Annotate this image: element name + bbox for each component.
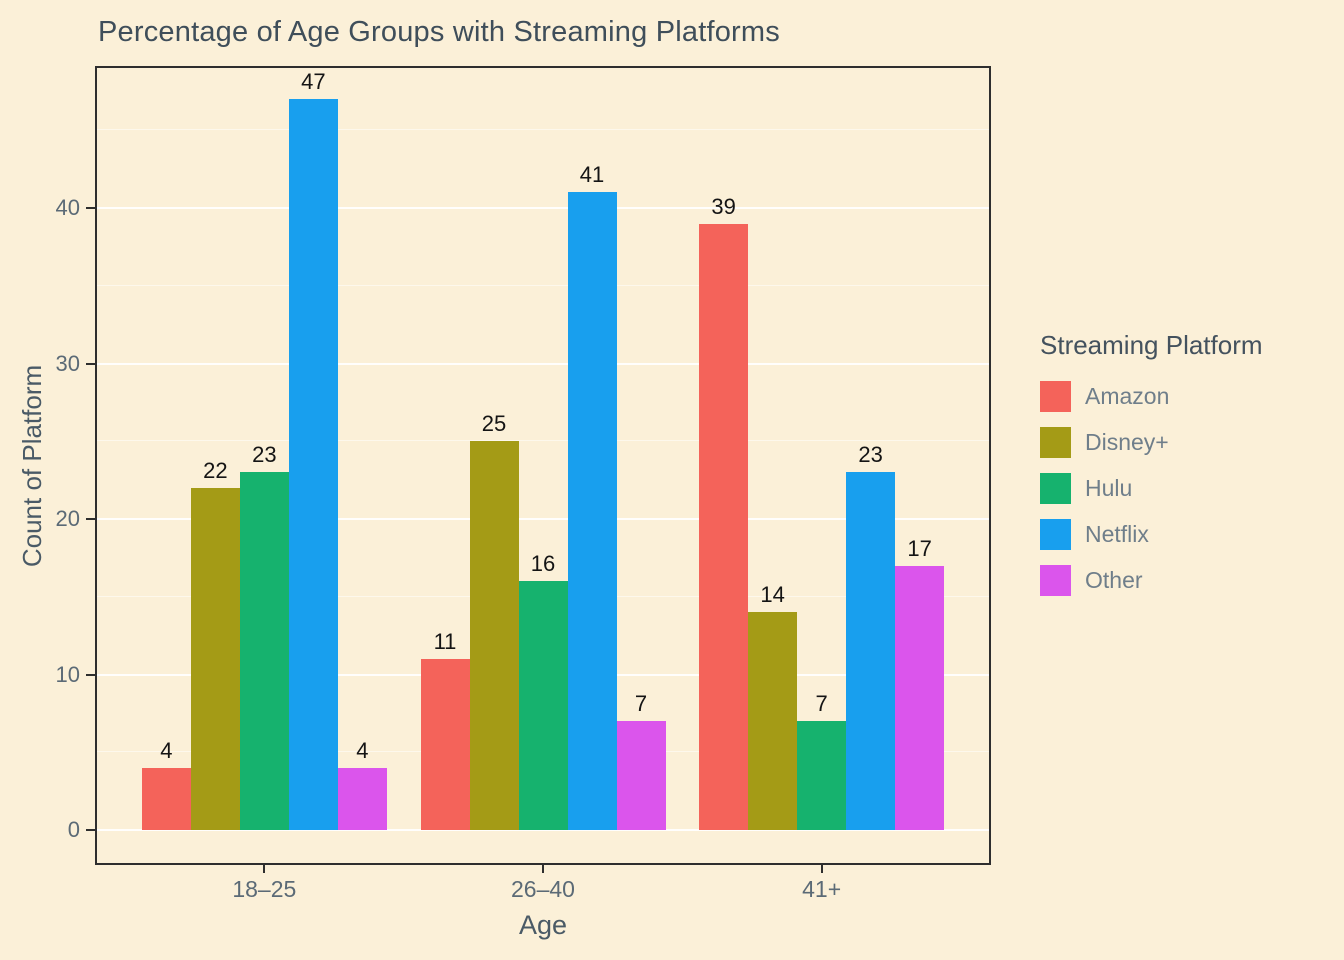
bar-group: 39 14 7 23 17 <box>682 68 961 830</box>
legend-label: Other <box>1085 567 1143 593</box>
bar-value-label: 17 <box>907 535 932 561</box>
bar-value-label: 25 <box>481 411 507 437</box>
bar: 39 <box>699 194 749 830</box>
bar: 41 <box>567 162 617 830</box>
legend-item: Amazon <box>1040 381 1263 412</box>
x-tick-label: 26–40 <box>511 876 575 902</box>
x-tick-mark <box>263 865 266 873</box>
bar-value-label: 23 <box>252 442 277 468</box>
bar-value-label: 23 <box>858 442 883 468</box>
bar: 7 <box>797 691 847 830</box>
legend-swatch <box>1040 473 1071 504</box>
chart-title: Percentage of Age Groups with Streaming … <box>98 16 780 48</box>
y-tick-label: 10 <box>55 661 80 687</box>
bar: 7 <box>616 691 666 830</box>
gridline-minor <box>97 284 989 286</box>
bar: 17 <box>895 536 945 830</box>
x-tick-mark <box>542 865 544 873</box>
gridline-major <box>97 829 989 831</box>
legend-item: Hulu <box>1040 473 1263 504</box>
bar-value-label: 14 <box>760 582 785 608</box>
x-tick-label: 41+ <box>802 876 842 902</box>
bar-value-label: 47 <box>301 69 326 95</box>
y-tick-mark <box>86 673 95 676</box>
x-tick-label: 18–25 <box>232 876 297 902</box>
gridline-major <box>97 362 989 365</box>
legend-swatch <box>1040 427 1071 458</box>
y-tick-label: 30 <box>55 350 80 376</box>
legend-title: Streaming Platform <box>1040 330 1263 360</box>
gridline-major <box>97 518 989 520</box>
legend-label: Hulu <box>1085 475 1133 501</box>
legend-swatch <box>1040 381 1071 412</box>
plot-panel: 4 22 23 47 4 11 25 16 41 7 39 14 7 23 17 <box>95 66 991 865</box>
bar: 23 <box>846 442 896 830</box>
bar-value-label: 16 <box>530 551 556 577</box>
bars-layer: 4 22 23 47 4 11 25 16 41 7 39 14 7 23 17 <box>97 68 989 863</box>
y-tick-label: 20 <box>55 506 80 531</box>
bar-value-label: 4 <box>356 737 369 763</box>
y-tick-mark <box>86 362 95 365</box>
bar: 22 <box>190 458 240 830</box>
bar-value-label: 22 <box>203 457 228 483</box>
bar-group: 4 22 23 47 4 <box>125 68 404 830</box>
bar: 16 <box>518 551 568 830</box>
legend-swatch <box>1040 565 1071 596</box>
y-tick-label: 40 <box>55 195 80 220</box>
legend-items: Amazon Disney+ Hulu Netflix Other <box>1040 381 1263 596</box>
bar: 14 <box>748 582 798 830</box>
y-tick-mark <box>86 207 95 209</box>
bar-value-label: 11 <box>433 628 457 654</box>
legend: Streaming Platform Amazon Disney+ Hulu Netf… <box>1040 330 1263 611</box>
legend-item: Netflix <box>1040 519 1263 550</box>
bar-value-label: 39 <box>711 193 736 219</box>
y-tick-mark <box>86 829 95 831</box>
legend-label: Amazon <box>1085 383 1170 409</box>
bar: 11 <box>420 629 470 830</box>
x-tick-mark <box>820 865 823 873</box>
y-tick-label: 0 <box>67 817 80 842</box>
bar: 25 <box>469 411 519 830</box>
bar-value-label: 7 <box>815 691 828 717</box>
bar: 4 <box>141 738 191 830</box>
bar-value-label: 7 <box>634 691 648 717</box>
y-tick-mark <box>86 518 95 520</box>
bar: 4 <box>337 738 387 830</box>
bar: 23 <box>239 442 289 830</box>
legend-swatch <box>1040 519 1071 550</box>
legend-item: Disney+ <box>1040 427 1263 458</box>
bar-value-label: 4 <box>160 737 173 763</box>
gridline-minor <box>97 440 989 442</box>
x-axis-title: Age <box>518 910 568 940</box>
bar-group: 11 25 16 41 7 <box>404 68 683 830</box>
legend-label: Disney+ <box>1085 429 1169 455</box>
legend-item: Other <box>1040 565 1263 596</box>
bar-value-label: 41 <box>579 162 605 188</box>
legend-label: Netflix <box>1085 521 1149 547</box>
gridline-minor <box>97 129 989 131</box>
gridline-major <box>97 207 989 209</box>
bar: 47 <box>288 69 338 830</box>
